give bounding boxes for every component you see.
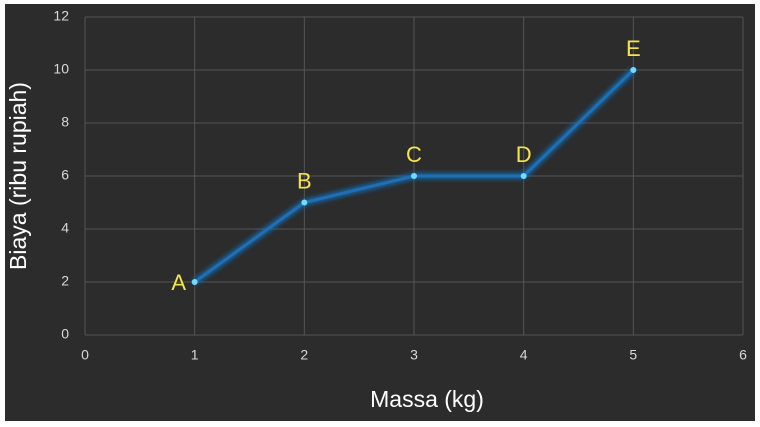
y-tick-label: 12 [53, 8, 69, 24]
x-tick-label: 0 [81, 347, 89, 363]
x-tick-label: 1 [191, 347, 199, 363]
y-tick-label: 10 [53, 61, 69, 77]
x-tick-label: 4 [520, 347, 528, 363]
point-label: D [516, 142, 532, 167]
x-tick-label: 3 [410, 347, 418, 363]
point-label: B [297, 168, 312, 193]
x-axis-title: Massa (kg) [370, 386, 484, 412]
chart-background [5, 4, 755, 421]
data-point [411, 173, 417, 179]
y-tick-label: 4 [61, 220, 69, 236]
point-label: E [626, 36, 641, 61]
y-tick-label: 0 [61, 326, 69, 342]
y-tick-label: 8 [61, 114, 69, 130]
data-point [520, 173, 527, 179]
x-tick-label: 6 [739, 347, 747, 363]
data-point [301, 199, 308, 206]
y-tick-label: 6 [61, 167, 69, 183]
x-tick-label: 2 [300, 347, 308, 363]
y-axis-title: Biaya (ribu rupiah) [5, 82, 31, 270]
point-label: C [406, 142, 422, 167]
y-tick-label: 2 [61, 273, 69, 289]
x-tick-label: 5 [629, 347, 637, 363]
point-label: A [171, 270, 186, 295]
data-point [191, 279, 198, 285]
data-point [630, 67, 637, 73]
